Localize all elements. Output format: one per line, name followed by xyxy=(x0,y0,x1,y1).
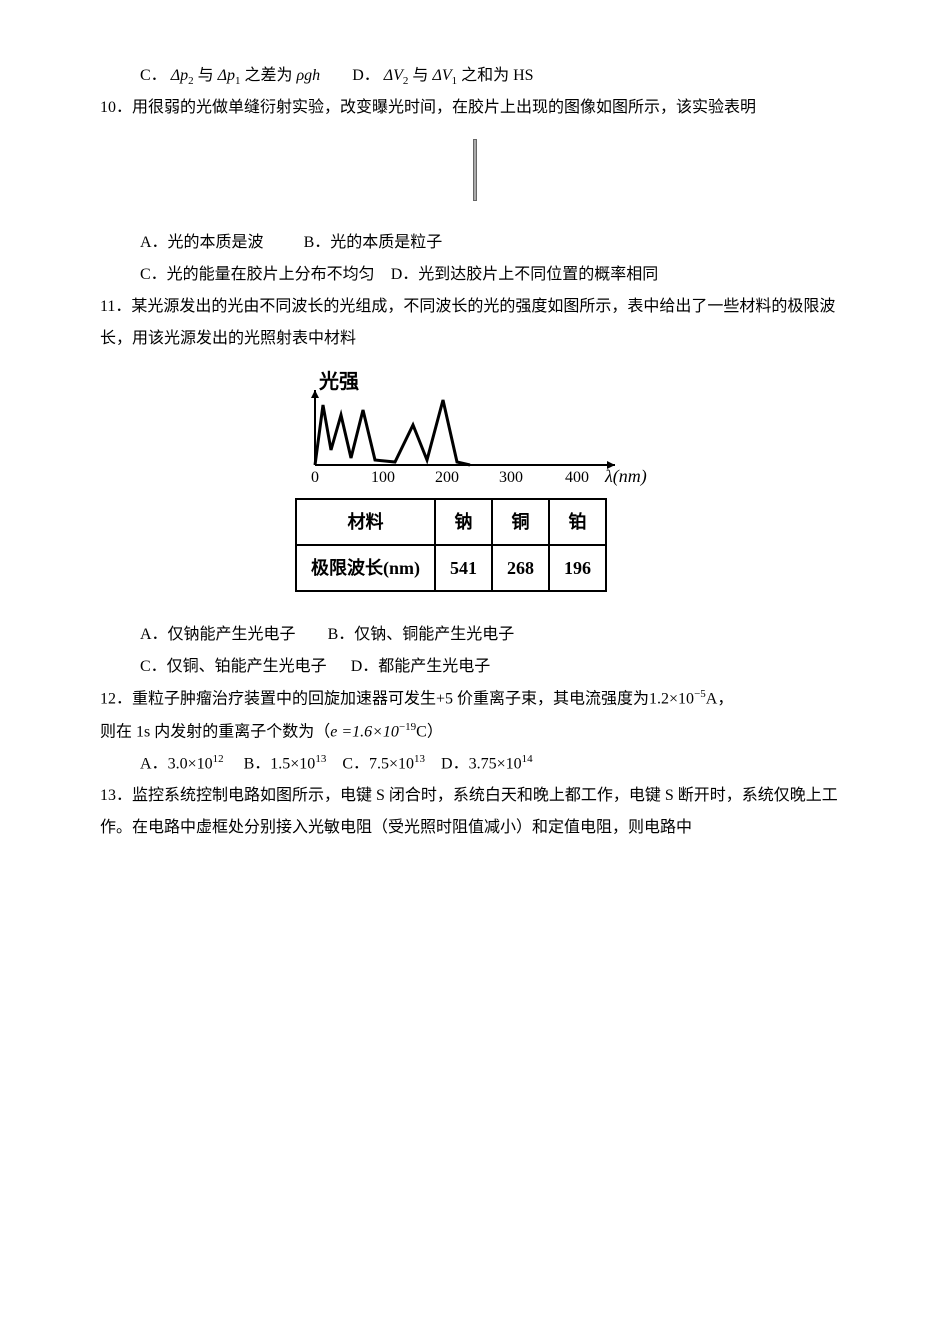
tbl-r1c3: 铜 xyxy=(492,499,549,545)
q12-optD-b: 3.75×10 xyxy=(469,755,522,772)
q12-optA-b: 3.0×10 xyxy=(168,755,213,772)
q10-options-ab: A．光的本质是波 B．光的本质是粒子 xyxy=(100,227,850,259)
q12-stem-b: ， xyxy=(717,691,733,708)
xtick-4: 400 xyxy=(565,469,589,486)
q10-optB: B．光的本质是粒子 xyxy=(304,234,443,251)
q9-optD-mid1: 与 xyxy=(412,67,428,84)
q10-options-cd: C．光的能量在胶片上分布不均匀 D．光到达胶片上不同位置的概率相同 xyxy=(100,259,850,291)
q10-stem: 10．用很弱的光做单缝衍射实验，改变曝光时间，在胶片上出现的图像如图所示，该实验… xyxy=(100,92,850,124)
q9-optD-prefix: D． xyxy=(352,67,380,84)
q11-optA: A．仅钠能产生光电子 xyxy=(140,626,296,643)
q12-options: A．3.0×1012 B．1.5×1013 C．7.5×1013 D．3.75×… xyxy=(100,748,850,780)
xtick-3: 300 xyxy=(499,469,523,486)
strip-medium: 时间稍长 xyxy=(475,140,476,200)
q12-optB-b: 1.5×10 xyxy=(270,755,315,772)
xtick-1: 100 xyxy=(371,469,395,486)
q12-val1-exp: −5 xyxy=(694,688,706,700)
q9-optC-sub1: 2 xyxy=(188,75,194,87)
q12-e-exp: −19 xyxy=(399,721,416,733)
intensity-graph: 光强 0 100 200 300 400 λ(nm) xyxy=(295,370,655,490)
q12-optA-e: 12 xyxy=(213,753,224,765)
q12-optA-p: A． xyxy=(140,755,168,772)
q12-stem-line1: 12．重粒子肿瘤治疗装置中的回旋加速器可发生+5 价重离子束，其电流强度为1.2… xyxy=(100,683,850,715)
q9-optC-rhs: ρgh xyxy=(297,67,321,84)
q12-optD-p: D． xyxy=(441,755,469,772)
q9-optC-dp2: Δp xyxy=(171,67,188,84)
q13-stem: 13．监控系统控制电路如图所示，电键 S 闭合时，系统白天和晚上都工作，电键 S… xyxy=(100,780,850,844)
tbl-r1c4: 铂 xyxy=(549,499,606,545)
tbl-r2c4: 196 xyxy=(549,545,606,591)
q12-optC-b: 7.5×10 xyxy=(369,755,414,772)
q11-figure: 光强 0 100 200 300 400 λ(nm) 材料 钠 铜 铂 xyxy=(100,370,850,604)
q9-options-cd: C． Δp2 与 Δp1 之差为 ρgh D． ΔV2 与 ΔV1 之和为 HS xyxy=(100,60,850,92)
q12-stem-line2: 则在 1s 内发射的重离子个数为（e =1.6×10−19C） xyxy=(100,716,850,748)
q12-stem-a: 12．重粒子肿瘤治疗装置中的回旋加速器可发生+5 价重离子束，其电流强度为 xyxy=(100,691,649,708)
q12-e-unit: C xyxy=(416,723,427,740)
q10-figure: 时间较短 时间稍长 时间较长 xyxy=(100,139,850,212)
tbl-r1c2: 钠 xyxy=(435,499,492,545)
q9-optD-tail: 之和为 HS xyxy=(461,67,533,84)
q12-val1-base: 1.2×10 xyxy=(649,691,694,708)
graph-xlabel: λ(nm) xyxy=(604,466,647,487)
q12-optD-e: 14 xyxy=(522,753,533,765)
q11-optC: C．仅铜、铂能产生光电子 xyxy=(140,658,327,675)
q10-optC: C．光的能量在胶片上分布不均匀 xyxy=(140,266,375,283)
q11-stem: 11．某光源发出的光由不同波长的光组成，不同波长的光的强度如图所示，表中给出了一… xyxy=(100,291,850,355)
q12-optC-p: C． xyxy=(342,755,369,772)
q9-optC-mid2: 之差为 xyxy=(244,67,292,84)
q9-optD-dv1: ΔV xyxy=(432,67,451,84)
q10-optD: D．光到达胶片上不同位置的概率相同 xyxy=(391,266,659,283)
xtick-0: 0 xyxy=(311,469,319,486)
tbl-r1c1: 材料 xyxy=(296,499,435,545)
q11-optB: B．仅钠、铜能产生光电子 xyxy=(328,626,515,643)
q9-optD-sub1: 2 xyxy=(403,75,409,87)
q9-optC-sub2: 1 xyxy=(235,75,241,87)
strip-label-1: 时间稍长 xyxy=(475,170,476,198)
q9-optD-sub2: 1 xyxy=(452,75,458,87)
q11-options-ab: A．仅钠能产生光电子 B．仅钠、铜能产生光电子 xyxy=(100,619,850,651)
q12-optC-e: 13 xyxy=(414,753,425,765)
q11-options-cd: C．仅铜、铂能产生光电子 D．都能产生光电子 xyxy=(100,651,850,683)
q12-stem-d: ） xyxy=(427,723,443,740)
tbl-r2c2: 541 xyxy=(435,545,492,591)
tbl-r2c3: 268 xyxy=(492,545,549,591)
q9-optC-mid1: 与 xyxy=(198,67,214,84)
tbl-r2c1: 极限波长(nm) xyxy=(296,545,435,591)
graph-ylabel: 光强 xyxy=(318,370,359,393)
xtick-2: 200 xyxy=(435,469,459,486)
q12-e-eq: e =1.6×10 xyxy=(330,723,399,740)
q12-optB-e: 13 xyxy=(315,753,326,765)
q12-optB-p: B． xyxy=(244,755,271,772)
limit-wavelength-table: 材料 钠 铜 铂 极限波长(nm) 541 268 196 xyxy=(295,498,607,592)
q12-stem-c: 则在 1s 内发射的重离子个数为（ xyxy=(100,723,330,740)
q9-optC-dp1: Δp xyxy=(218,67,235,84)
q12-val1-unit: A xyxy=(706,691,718,708)
q9-optD-dv2: ΔV xyxy=(384,67,403,84)
q11-optD: D．都能产生光电子 xyxy=(351,658,491,675)
q10-optA: A．光的本质是波 xyxy=(140,234,264,251)
q9-optC-prefix: C． xyxy=(140,67,167,84)
diffraction-strips: 时间较短 时间稍长 时间较长 xyxy=(473,139,477,201)
